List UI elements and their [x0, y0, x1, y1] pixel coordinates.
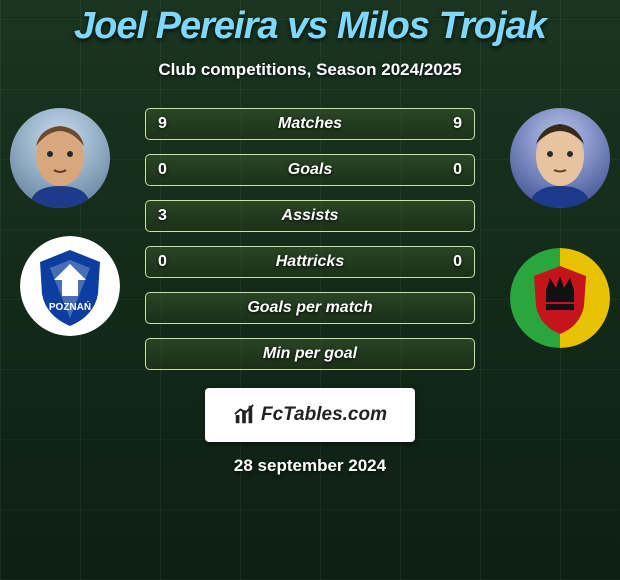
stat-bar: 0 Goals 0: [145, 154, 475, 186]
player-left-avatar-svg: [10, 108, 110, 208]
page-subtitle: Club competitions, Season 2024/2025: [158, 60, 461, 80]
stat-value-right: 0: [453, 253, 462, 271]
club-left-crest-svg: POZNAŃ: [20, 236, 120, 336]
stat-value-left: 3: [158, 207, 167, 225]
stat-label: Goals per match: [247, 299, 372, 317]
club-left-crest: POZNAŃ: [20, 236, 120, 336]
stat-value-left: 0: [158, 253, 167, 271]
svg-text:POZNAŃ: POZNAŃ: [49, 300, 91, 313]
date-text: 28 september 2024: [234, 456, 386, 476]
player-left-avatar: [10, 108, 110, 208]
stat-label: Min per goal: [263, 345, 357, 363]
stat-label: Assists: [282, 207, 339, 225]
stat-value-left: 0: [158, 161, 167, 179]
stat-bar: Goals per match: [145, 292, 475, 324]
stat-bar: 0 Hattricks 0: [145, 246, 475, 278]
footer-brand-badge: FcTables.com: [205, 388, 415, 442]
stat-label: Hattricks: [276, 253, 344, 271]
page-title: Joel Pereira vs Milos Trojak: [74, 5, 546, 48]
stat-bar: Min per goal: [145, 338, 475, 370]
comparison-card: Joel Pereira vs Milos Trojak Club compet…: [0, 0, 620, 580]
club-right-crest-svg: [510, 248, 610, 348]
player-right-avatar-svg: [510, 108, 610, 208]
stat-label: Matches: [278, 115, 342, 133]
club-right-crest: [510, 248, 610, 348]
player-right-avatar: [510, 108, 610, 208]
stat-bar: 9 Matches 9: [145, 108, 475, 140]
stat-value-right: 0: [453, 161, 462, 179]
stat-value-left: 9: [158, 115, 167, 133]
footer-brand-text: FcTables.com: [261, 404, 387, 426]
stat-bar: 3 Assists: [145, 200, 475, 232]
stat-bars: 9 Matches 9 0 Goals 0 3 Assists 0 Hattri…: [145, 108, 475, 370]
chart-icon: [233, 404, 255, 426]
compare-area: POZNAŃ 9 Matches 9: [0, 108, 620, 370]
stat-label: Goals: [288, 161, 332, 179]
stat-value-right: 9: [453, 115, 462, 133]
